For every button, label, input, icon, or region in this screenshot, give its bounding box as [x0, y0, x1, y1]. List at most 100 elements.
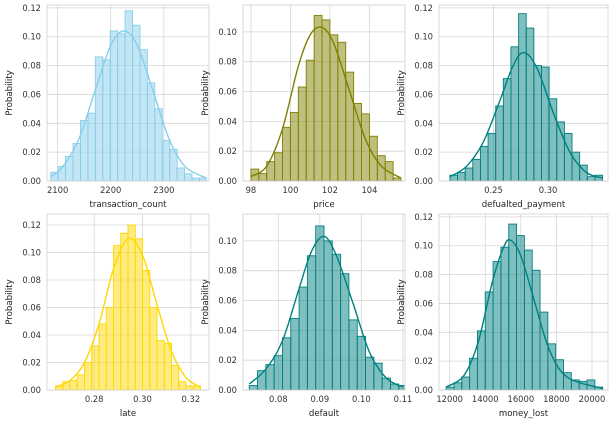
default-xtick-label-2: 0.10	[352, 394, 371, 404]
late-ytick-label-5: 0.10	[22, 248, 41, 258]
price-bar-1	[258, 173, 268, 181]
price-ylabel: Probability	[201, 70, 211, 115]
late-bar-13	[149, 307, 158, 390]
defualted-payment-bar-18	[586, 176, 596, 181]
defualted-payment-ytick-label-1: 0.02	[414, 147, 433, 157]
defualted-payment-bar-1	[457, 171, 466, 181]
price-bar-7	[305, 59, 315, 181]
transaction-count-bar-13	[146, 82, 156, 181]
transaction-count-bar-14	[154, 108, 163, 181]
price-xtick-label-3: 104	[361, 185, 377, 195]
default-kde-line	[248, 235, 404, 388]
default-bar-5	[290, 317, 300, 390]
late-bar-4	[84, 362, 93, 390]
money-lost-xtick-label-2: 16000	[508, 394, 535, 404]
price-xtick-label-0: 98	[246, 185, 257, 195]
default-bar-11	[340, 273, 350, 390]
money-lost-bar-9	[516, 235, 525, 390]
default-ytick-label-0: 0.00	[218, 385, 237, 395]
transaction-count-axes-frame	[46, 4, 210, 182]
price-bar-18	[392, 177, 402, 181]
late-xtick-label-1: 0.30	[133, 394, 152, 404]
price-bar-5	[289, 111, 299, 181]
defualted-payment-ytick-label-4: 0.08	[414, 61, 433, 71]
price-bar-14	[361, 113, 370, 181]
transaction-count-bar-15	[161, 140, 171, 181]
transaction-count-xtick-label-0: 2100	[47, 185, 68, 195]
defualted-payment-ytick-label-0: 0.00	[414, 176, 433, 186]
price-ytick-label-1: 0.02	[218, 146, 237, 156]
default-bar-14	[365, 356, 375, 390]
transaction-count-ytick-label-5: 0.10	[22, 32, 41, 42]
defualted-payment-bar-3	[472, 158, 481, 181]
defualted-payment-ytick-label-3: 0.06	[414, 89, 433, 99]
late-xlabel: late	[120, 409, 136, 419]
transaction-count-ytick-label-4: 0.08	[22, 61, 41, 71]
late-xtick-label-0: 0.28	[85, 394, 104, 404]
transaction-count-bar-5	[87, 112, 96, 181]
default-bar-4	[282, 337, 292, 390]
default-bar-7	[306, 255, 317, 390]
default-bar-3	[273, 355, 283, 390]
default-bar-10	[331, 253, 342, 390]
late-bar-3	[76, 374, 85, 390]
price-ytick-label-0: 0.00	[218, 176, 237, 186]
transaction-count-ytick-label-3: 0.06	[22, 89, 41, 99]
transaction-count-bar-20	[198, 177, 207, 181]
default-xtick-label-3: 0.11	[394, 394, 413, 404]
default-bar-9	[323, 240, 333, 390]
money-lost-ytick-label-6: 0.12	[414, 212, 433, 222]
price-kde-line	[250, 26, 402, 179]
defualted-payment-bar-10	[525, 27, 535, 181]
price-bar-11	[337, 41, 347, 181]
default-ylabel: Probability	[201, 279, 211, 324]
money-lost-kde-line	[445, 239, 603, 390]
transaction-count-xtick-label-2: 2300	[153, 185, 174, 195]
money-lost-bar-2	[461, 376, 471, 390]
money-lost-ytick-label-4: 0.08	[414, 270, 433, 280]
default-xtick-label-0: 0.08	[269, 394, 288, 404]
late-ytick-label-0: 0.00	[22, 385, 41, 395]
defualted-payment-bar-11	[533, 65, 542, 181]
histogram-panel-money-lost: 0.00 0.02 0.04 0.06 0.08 0.10 0.12 12000 14000 16…	[397, 212, 609, 419]
late-bar-11	[134, 238, 143, 390]
late-bar-2	[69, 379, 78, 390]
money-lost-ytick-label-5: 0.10	[414, 241, 433, 251]
money-lost-bar-6	[492, 261, 502, 390]
late-bar-10	[127, 224, 136, 390]
transaction-count-xlabel: transaction_count	[89, 200, 167, 210]
late-bar-18	[185, 385, 194, 390]
late-xtick-label-2: 0.32	[182, 394, 201, 404]
price-bar-4	[282, 126, 291, 181]
price-bar-3	[274, 152, 283, 181]
histogram-panel-transaction-count: 0.00 0.02 0.04 0.06 0.08 0.10 0.12 2100 2200 2300…	[5, 3, 210, 210]
price-xlabel: price	[313, 200, 334, 210]
default-bar-8	[315, 225, 325, 390]
money-lost-xtick-label-3: 18000	[543, 394, 570, 404]
money-lost-xtick-label-0: 12000	[436, 394, 463, 404]
transaction-count-xtick-label-1: 2200	[100, 185, 121, 195]
defualted-payment-ytick-label-5: 0.10	[414, 32, 433, 42]
money-lost-xtick-label-1: 14000	[472, 394, 499, 404]
default-ytick-label-3: 0.06	[218, 296, 237, 306]
defualted-payment-xtick-label-0: 0.25	[484, 185, 503, 195]
price-bar-6	[297, 86, 307, 181]
default-bar-6	[298, 286, 308, 390]
price-bar-9	[321, 19, 331, 181]
defualted-payment-ytick-label-6: 0.12	[414, 3, 433, 13]
late-kde-line	[55, 237, 201, 388]
defualted-payment-ytick-label-2: 0.04	[414, 118, 433, 128]
late-ylabel: Probability	[5, 279, 15, 324]
default-ytick-label-1: 0.02	[218, 355, 237, 365]
transaction-count-ytick-label-2: 0.04	[22, 118, 41, 128]
default-ytick-label-4: 0.08	[218, 266, 237, 276]
price-ytick-label-2: 0.04	[218, 116, 237, 126]
defualted-payment-bar-15	[563, 132, 573, 181]
defualted-payment-bar-4	[479, 145, 489, 181]
price-ytick-label-4: 0.08	[218, 57, 237, 67]
money-lost-ytick-label-1: 0.02	[414, 356, 433, 366]
money-lost-bar-8	[508, 223, 518, 390]
defualted-payment-bar-5	[487, 132, 497, 181]
transaction-count-bar-4	[80, 119, 89, 181]
